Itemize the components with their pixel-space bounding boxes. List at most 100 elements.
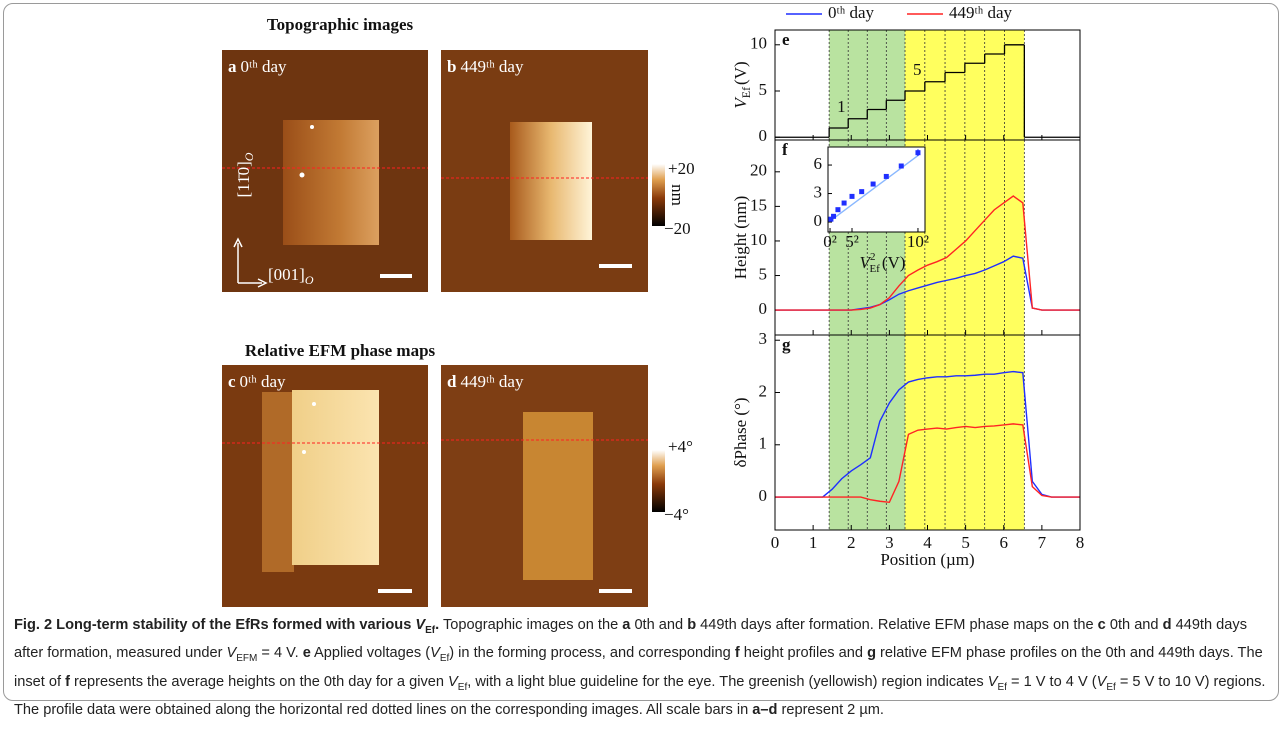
afm-feature (283, 120, 379, 245)
voltage-region (924, 30, 946, 140)
caption-text: f (65, 673, 70, 690)
voltage-region (984, 30, 1005, 140)
panel-letter: f (782, 140, 788, 159)
x-tick-label: 5 (961, 533, 970, 552)
caption-text: Topographic images on the (439, 617, 623, 633)
inset-x-tick-label: 10² (907, 232, 929, 251)
voltage-region (848, 335, 868, 530)
caption-text: EFM (236, 653, 258, 665)
image-label: c 0ᵗʰ day (228, 372, 286, 391)
afm-feature (523, 412, 593, 580)
step-annotation: 5 (913, 60, 922, 79)
direction-subscript: O (305, 273, 314, 287)
caption-text: c (1097, 617, 1106, 633)
x-tick-label: 4 (923, 533, 932, 552)
particle (302, 450, 306, 454)
caption-text: b (687, 617, 697, 633)
colorbar-label: −4° (664, 505, 689, 524)
afm-feature (262, 392, 294, 572)
voltage-region (829, 335, 849, 530)
inset-x-label: V2 Ef (V) (860, 251, 906, 275)
voltage-region (886, 30, 906, 140)
particle (299, 172, 305, 178)
caption-text: g (867, 645, 876, 662)
image-label: d 449ᵗʰ day (447, 372, 524, 391)
profile-line (775, 370, 1080, 498)
caption-text: f (734, 645, 740, 662)
label-unit: (V) (882, 253, 906, 272)
voltage-region (924, 335, 946, 530)
colorbar-label: +20 (668, 159, 695, 178)
x-tick-label: 8 (1076, 533, 1085, 552)
data-point (828, 216, 834, 222)
y-axis-label: Height (nm) (731, 196, 750, 280)
profile-line (775, 195, 1080, 311)
caption-text: 449th days after formation. Relative EFM… (696, 617, 1098, 633)
voltage-region (1004, 140, 1025, 335)
voltage-region (984, 140, 1005, 335)
label-symbol: V (860, 253, 873, 272)
colorbar (652, 164, 665, 226)
caption-text: V (1096, 673, 1107, 690)
particle (312, 402, 316, 406)
voltage-region (945, 30, 965, 140)
y-tick-label: 20 (750, 161, 767, 180)
voltage-region (984, 335, 1005, 530)
label-subscript: Ef (869, 263, 880, 275)
voltage-region (886, 335, 906, 530)
caption-text: V (226, 645, 237, 662)
y-tick-label: 15 (750, 195, 767, 214)
x-axis-label: Position (µm) (880, 550, 974, 569)
panel-letter: g (782, 335, 791, 354)
caption-text: Ef (997, 681, 1007, 693)
data-point (841, 200, 847, 206)
image-label: a 0ᵗʰ day (228, 57, 287, 76)
inset-y-tick-label: 6 (814, 154, 823, 173)
caption-text: represents the average heights on the 0t… (69, 673, 449, 690)
inset-y-tick-label: 3 (814, 182, 823, 201)
image-day: 449ᵗʰ day (460, 57, 524, 76)
y-tick-label: 3 (759, 329, 768, 348)
voltage-region (905, 335, 925, 530)
caption-text: = 4 V. (257, 645, 303, 662)
axis-direction: [001]O (268, 265, 314, 287)
voltage-region (829, 30, 849, 140)
y-tick-label: 2 (759, 381, 768, 400)
caption-text: Fig. 2 Long-term stability of the EfRs f… (14, 617, 416, 633)
data-point (849, 193, 855, 199)
voltage-region (964, 335, 985, 530)
caption-text: . (435, 617, 440, 633)
voltage-region (867, 30, 887, 140)
caption-text: V (448, 673, 458, 690)
plot-frame (774, 334, 1081, 531)
caption-text: 0th and (1105, 617, 1163, 633)
section-title: Relative EFM phase maps (245, 341, 436, 360)
caption-text: = 5 V to 10 V) regions. The profile data… (14, 673, 1266, 719)
voltage-region (1004, 335, 1025, 530)
panel-letter: d (447, 372, 457, 391)
inset-y-tick-label: 0 (814, 211, 823, 230)
y-tick-label: 10 (750, 230, 767, 249)
inset-background (827, 146, 926, 233)
caption-text: relative EFM phase profiles on the 0th a… (14, 645, 1263, 690)
data-point (831, 213, 837, 219)
data-point (883, 173, 889, 179)
x-tick-label: 3 (885, 533, 894, 552)
y-tick-label: 0 (759, 486, 768, 505)
y-axis-label: δPhase (°) (731, 397, 750, 467)
image-label: b 449ᵗʰ day (447, 57, 524, 76)
axis-direction: [11̄0]O (234, 152, 256, 197)
caption-text: height profiles and (739, 645, 868, 662)
section-title: Topographic images (267, 15, 414, 34)
data-point (870, 181, 876, 187)
caption-text: Applied voltages ( (310, 645, 431, 662)
figure: Topographic images Relative EFM phase ma… (222, 3, 1085, 607)
step-annotation: 1 (837, 97, 846, 116)
voltage-region (924, 140, 946, 335)
direction-subscript: O (242, 152, 256, 161)
colorbar (652, 450, 665, 512)
panel-letter: c (228, 372, 236, 391)
direction-text: [11̄0] (234, 161, 253, 197)
x-tick-label: 1 (809, 533, 818, 552)
